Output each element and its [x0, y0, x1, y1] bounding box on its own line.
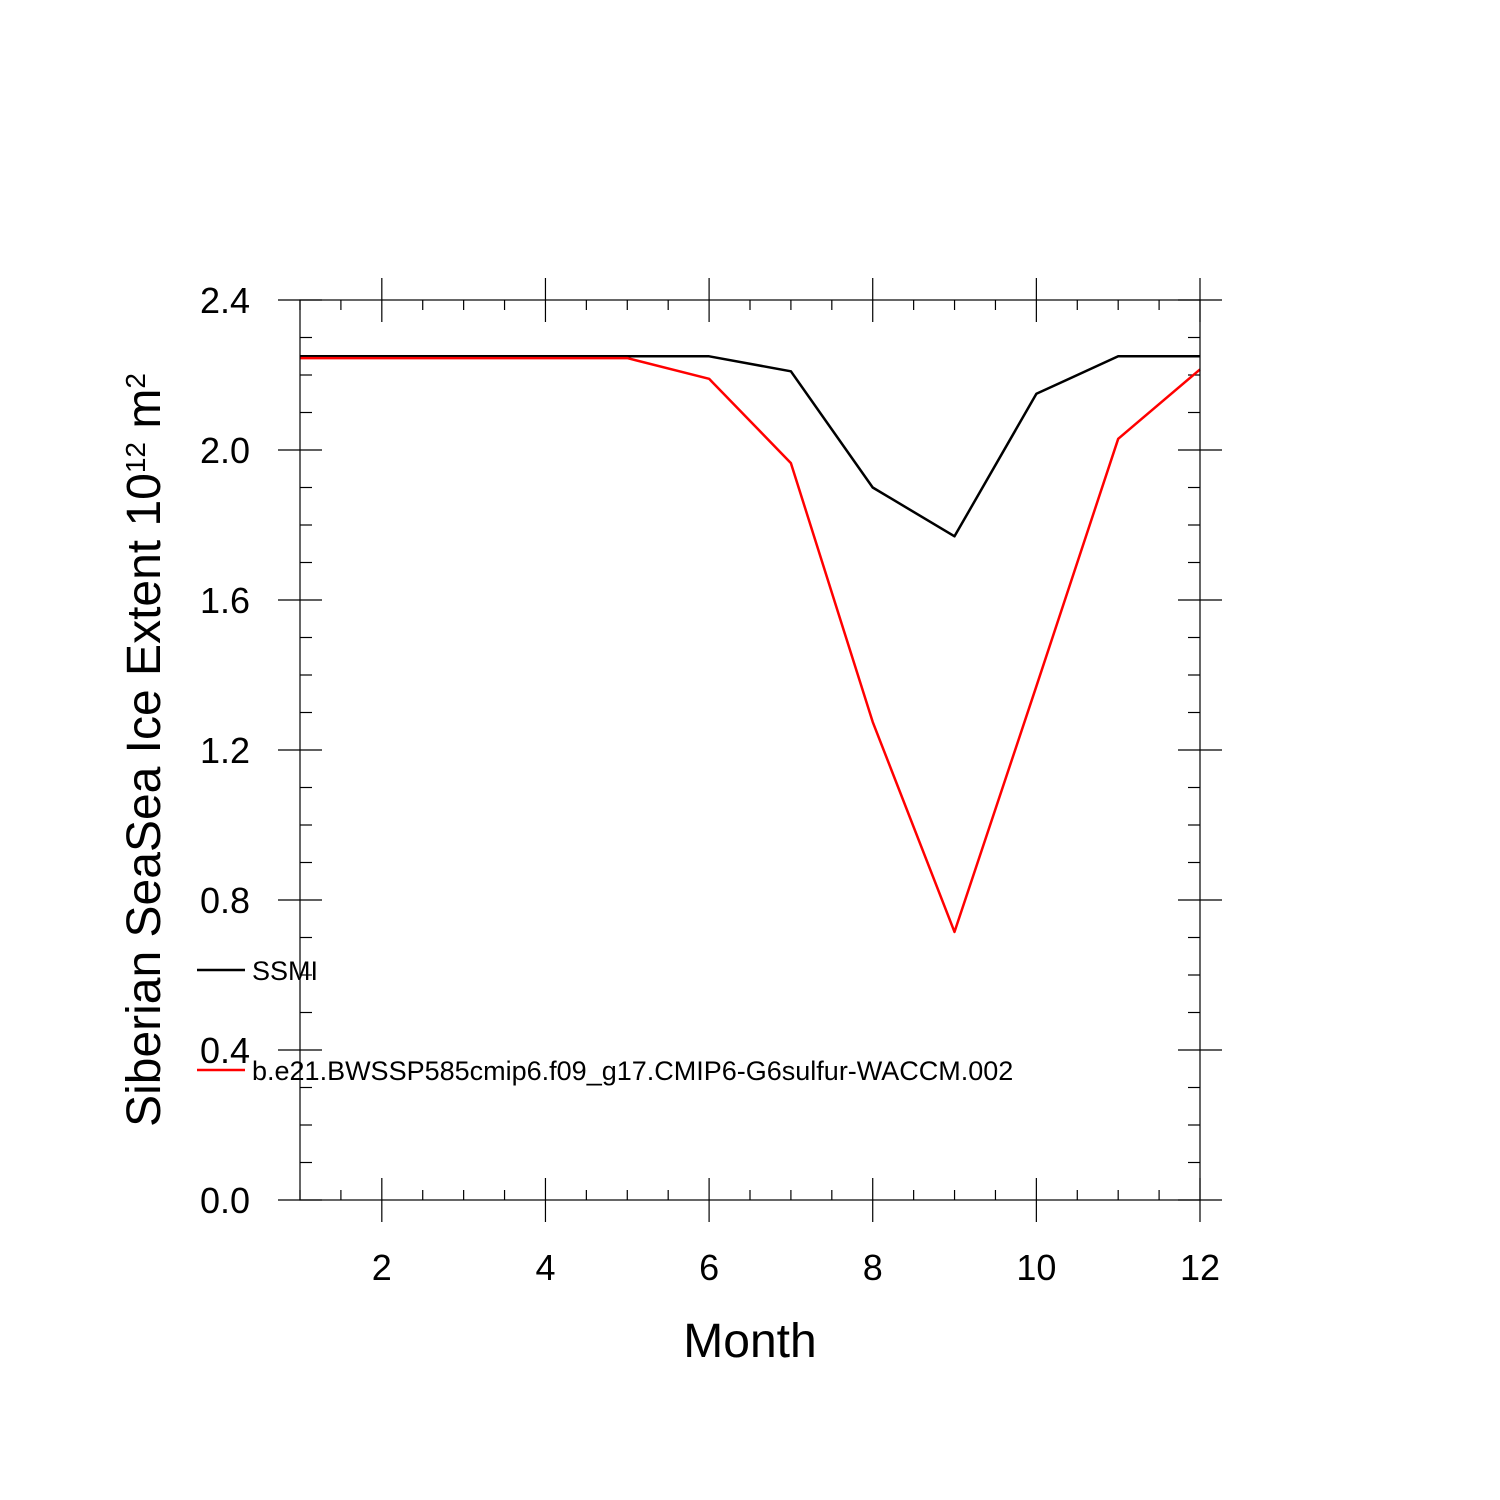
x-tick-label: 10 — [1016, 1247, 1056, 1288]
y-axis-title: Siberian SeaSea Ice Extent 1012 m2 — [118, 373, 171, 1127]
y-tick-label: 0.0 — [200, 1180, 250, 1221]
plot-frame — [299, 299, 1201, 1201]
y-tick-label: 2.4 — [200, 280, 250, 321]
y-tick-label: 0.4 — [200, 1030, 250, 1071]
y-tick-label: 0.8 — [200, 880, 250, 921]
x-tick-label: 2 — [372, 1247, 392, 1288]
legend: SSMI b.e21.BWSSP585cmip6.f09_g17.CMIP6-G… — [197, 956, 1013, 1086]
x-axis-title: Month — [683, 1315, 816, 1368]
legend-label-waccm: b.e21.BWSSP585cmip6.f09_g17.CMIP6-G6sulf… — [252, 1056, 1013, 1086]
tick-labels: 2 4 6 8 10 12 0.0 0.4 0.8 1.2 1.6 2.0 2.4 — [200, 280, 1220, 1288]
series-line-0 — [300, 355, 1200, 538]
y-axis-title-exponent: 12 — [120, 442, 151, 473]
x-tick-label: 12 — [1180, 1247, 1220, 1288]
x-tick-label: 6 — [699, 1247, 719, 1288]
y-tick-label: 1.2 — [200, 730, 250, 771]
x-tick-label: 8 — [863, 1247, 883, 1288]
y-tick-label: 1.6 — [200, 580, 250, 621]
series-lines — [300, 355, 1201, 934]
x-tick-label: 4 — [535, 1247, 555, 1288]
y-tick-label: 2.0 — [200, 430, 250, 471]
y-axis-title-unit-exponent: 2 — [120, 373, 151, 389]
y-axis-title-unit: m — [118, 389, 171, 442]
legend-label-ssmi: SSMI — [252, 956, 318, 986]
series-line-1 — [300, 356, 1201, 934]
y-axis-title-main: Siberian SeaSea Ice Extent 10 — [118, 473, 171, 1127]
